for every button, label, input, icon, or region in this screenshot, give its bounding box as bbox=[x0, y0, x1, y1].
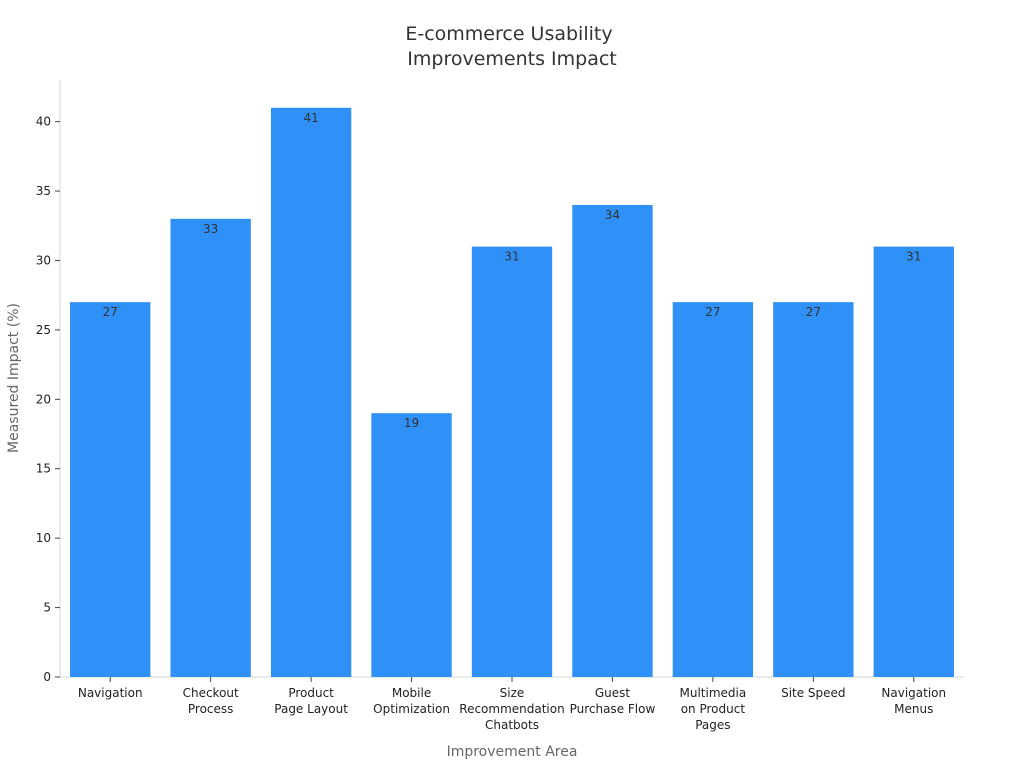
x-tick-label: Multimedia on Product Pages bbox=[680, 686, 747, 732]
bar bbox=[873, 246, 954, 677]
bar-value-label: 33 bbox=[203, 222, 218, 236]
chart-title: E-commerce Usability Improvements Impact bbox=[405, 23, 618, 70]
x-tick-label: Guest Purchase Flow bbox=[570, 686, 656, 716]
bar-value-label: 27 bbox=[103, 305, 118, 319]
x-tick-label: Site Speed bbox=[781, 686, 845, 700]
plot-area: 0 5 10 15 20 25 30 35 40 27 Navigation 33 Checkout Pr… bbox=[36, 80, 964, 732]
x-tick-label: Navigation bbox=[78, 686, 143, 700]
y-tick-label: 10 bbox=[36, 531, 51, 545]
y-tick-label: 25 bbox=[36, 323, 51, 337]
bar-value-label: 31 bbox=[504, 250, 519, 264]
x-tick-label-line: Navigation bbox=[78, 686, 143, 700]
bar-value-label: 31 bbox=[906, 250, 921, 264]
x-tick-label-line: Menus bbox=[894, 702, 933, 716]
y-tick-label: 35 bbox=[36, 184, 51, 198]
bar bbox=[170, 218, 251, 677]
y-tick-label: 30 bbox=[36, 253, 51, 267]
x-tick-label-line: Guest bbox=[595, 686, 631, 700]
chart-title-line-1: E-commerce Usability bbox=[405, 23, 612, 45]
x-tick-label-line: Page Layout bbox=[274, 702, 348, 716]
x-tick-label-line: Chatbots bbox=[485, 718, 539, 732]
x-tick-label-line: Process bbox=[188, 702, 234, 716]
bar bbox=[773, 302, 854, 677]
bar-value-label: 27 bbox=[806, 305, 821, 319]
x-tick-label: Checkout Process bbox=[183, 686, 239, 716]
bar-value-label: 19 bbox=[404, 416, 419, 430]
x-tick-label-line: Pages bbox=[695, 718, 730, 732]
bar-value-label: 41 bbox=[303, 111, 318, 125]
bar bbox=[371, 413, 452, 677]
x-tick-label-line: Site Speed bbox=[781, 686, 845, 700]
y-tick-label: 20 bbox=[36, 392, 51, 406]
x-tick-label-line: Recommendation bbox=[459, 702, 564, 716]
y-tick-label: 40 bbox=[36, 115, 51, 129]
bar bbox=[572, 204, 653, 677]
x-tick-label: Mobile Optimization bbox=[373, 686, 450, 716]
y-tick-label: 0 bbox=[43, 670, 51, 684]
x-tick-label-line: Mobile bbox=[392, 686, 431, 700]
chart-title-line-2: Improvements Impact bbox=[407, 48, 616, 70]
bar bbox=[471, 246, 553, 677]
bar bbox=[70, 302, 151, 677]
bar bbox=[270, 107, 352, 677]
bar bbox=[672, 302, 754, 677]
bar-value-label: 34 bbox=[605, 208, 620, 222]
x-tick-label-line: Checkout bbox=[183, 686, 239, 700]
y-axis-title: Measured Impact (%) bbox=[6, 303, 22, 453]
x-axis-title: Improvement Area bbox=[447, 744, 578, 760]
y-tick-label: 15 bbox=[36, 462, 51, 476]
x-tick-label-line: on Product bbox=[681, 702, 746, 716]
x-tick-label-line: Navigation bbox=[881, 686, 946, 700]
x-tick-label-line: Product bbox=[288, 686, 334, 700]
y-tick-label: 5 bbox=[43, 601, 51, 615]
x-tick-label: Product Page Layout bbox=[274, 686, 348, 716]
x-tick-label: Navigation Menus bbox=[881, 686, 946, 716]
x-tick-label-line: Multimedia bbox=[680, 686, 747, 700]
bar-value-label: 27 bbox=[705, 305, 720, 319]
x-tick-label-line: Size bbox=[500, 686, 525, 700]
x-tick-label: Size Recommendation Chatbots bbox=[459, 686, 564, 732]
x-tick-label-line: Purchase Flow bbox=[570, 702, 656, 716]
x-tick-label-line: Optimization bbox=[373, 702, 450, 716]
